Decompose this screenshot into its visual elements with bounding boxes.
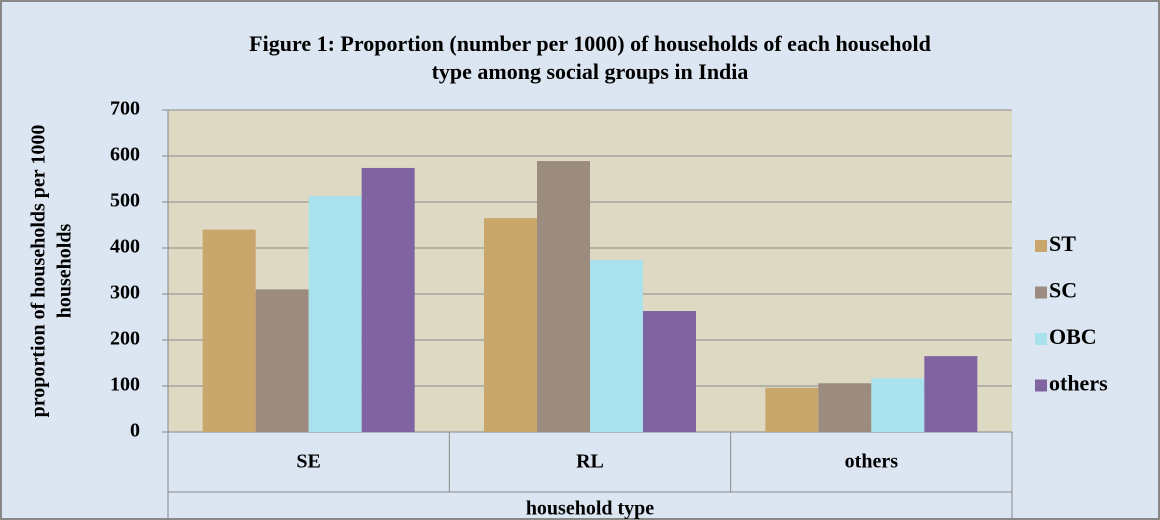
legend-label: ST <box>1049 231 1076 256</box>
bar <box>871 378 925 432</box>
legend-label: OBC <box>1049 324 1097 349</box>
y-axis-label: proportion of households per 1000 <box>28 125 50 418</box>
y-tick-label: 700 <box>110 98 140 120</box>
legend-label: others <box>1049 371 1108 396</box>
y-tick-label: 200 <box>110 328 140 350</box>
y-tick-label: 500 <box>110 190 140 212</box>
x-tick-label: RL <box>576 451 604 473</box>
legend-label: SC <box>1049 278 1077 303</box>
chart-title: Figure 1: Proportion (number per 1000) o… <box>249 31 931 56</box>
legend-swatch <box>1035 379 1047 392</box>
y-axis-label: households <box>54 224 76 319</box>
x-axis-label: household type <box>526 498 654 520</box>
y-tick-label: 600 <box>110 144 140 166</box>
legend-swatch <box>1035 286 1047 299</box>
chart-title: type among social groups in India <box>432 59 749 84</box>
bar <box>924 356 978 432</box>
y-tick-label: 100 <box>110 374 140 396</box>
legend-swatch <box>1035 333 1047 345</box>
bar <box>818 383 872 432</box>
bar <box>537 161 590 432</box>
bar <box>308 196 362 432</box>
bar <box>255 289 309 432</box>
bar <box>643 311 696 432</box>
x-tick-label: others <box>845 451 899 473</box>
bar <box>202 229 256 432</box>
y-tick-label: 0 <box>130 420 140 442</box>
legend-swatch <box>1035 240 1047 252</box>
x-tick-label: SE <box>296 451 320 473</box>
bar <box>484 218 537 432</box>
y-tick-label: 300 <box>110 282 140 304</box>
bar <box>361 167 415 432</box>
bar <box>765 387 819 432</box>
bar <box>590 259 643 432</box>
y-tick-label: 400 <box>110 236 140 258</box>
